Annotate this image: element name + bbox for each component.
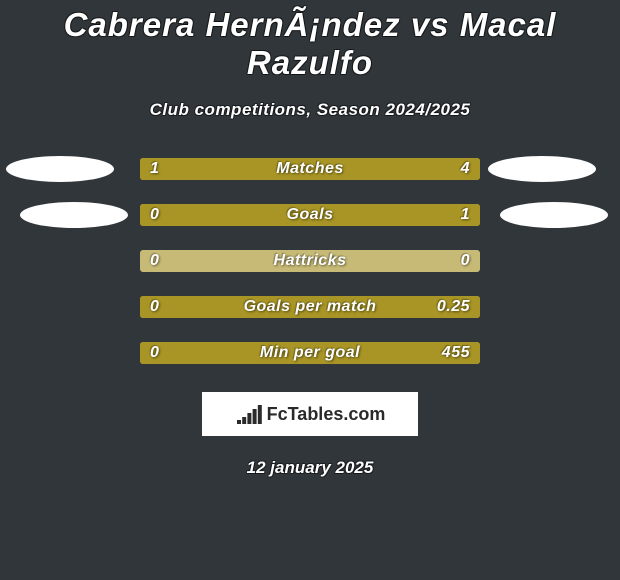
stat-value-right: 455 [442, 344, 470, 362]
stat-value-right: 1 [461, 206, 470, 224]
page-subtitle: Club competitions, Season 2024/2025 [0, 100, 620, 120]
stat-label: Goals per match [244, 298, 377, 316]
logo-box: FcTables.com [202, 392, 418, 436]
player-left-marker [20, 202, 128, 228]
stat-value-left: 0 [150, 298, 159, 316]
stat-value-left: 1 [150, 160, 159, 178]
stat-value-right: 4 [461, 160, 470, 178]
stat-row: Min per goal 0 455 [0, 342, 620, 364]
logo-text: FcTables.com [267, 404, 386, 425]
stat-row: Matches 1 4 [0, 158, 620, 180]
stat-label: Hattricks [274, 252, 347, 270]
date-text: 12 january 2025 [0, 458, 620, 478]
player-left-marker [6, 156, 114, 182]
stat-value-left: 0 [150, 252, 159, 270]
stat-row: Goals per match 0 0.25 [0, 296, 620, 318]
stats-container: Matches14Goals01Hattricks00Goals per mat… [0, 158, 620, 364]
stat-label: Goals [287, 206, 334, 224]
stat-bar: Goals 0 1 [140, 204, 480, 226]
stat-bar: Min per goal 0 455 [140, 342, 480, 364]
stat-bar: Goals per match 0 0.25 [140, 296, 480, 318]
chart-bars-icon [235, 403, 263, 425]
stat-bar: Matches 1 4 [140, 158, 480, 180]
stat-value-left: 0 [150, 344, 159, 362]
player-right-marker [500, 202, 608, 228]
stat-row: Hattricks 0 0 [0, 250, 620, 272]
stat-bar: Hattricks 0 0 [140, 250, 480, 272]
page-title: Cabrera HernÃ¡ndez vs Macal Razulfo [0, 6, 620, 82]
stat-label: Matches [276, 160, 344, 178]
logo: FcTables.com [235, 403, 386, 425]
player-right-marker [488, 156, 596, 182]
stat-row: Goals 0 1 [0, 204, 620, 226]
stat-value-right: 0 [461, 252, 470, 270]
stat-label: Min per goal [260, 344, 360, 362]
stat-value-right: 0.25 [437, 298, 470, 316]
stat-value-left: 0 [150, 206, 159, 224]
